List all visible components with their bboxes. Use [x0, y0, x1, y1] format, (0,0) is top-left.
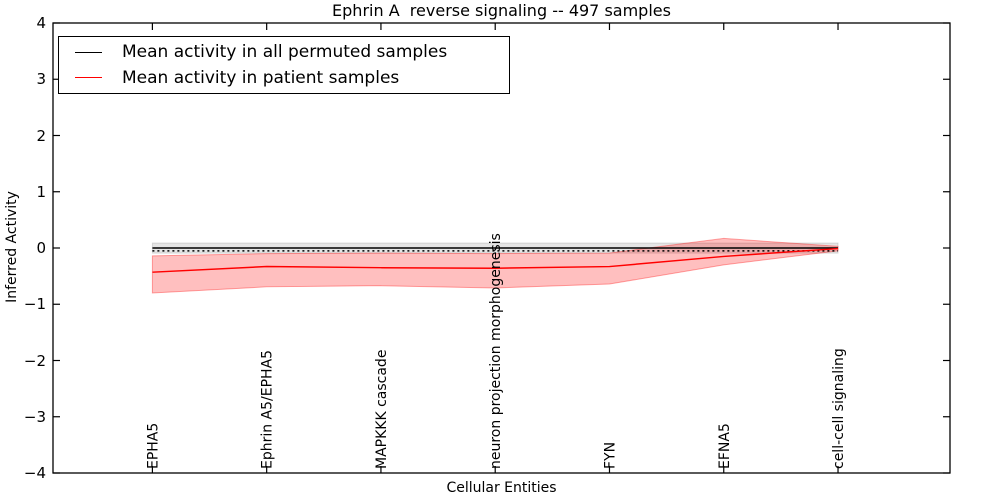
- legend-label-permuted: Mean activity in all permuted samples: [122, 42, 448, 63]
- x-tick-label: cell-cell signaling: [831, 348, 847, 469]
- patient-mean-line: [152, 247, 839, 273]
- y-tick-label: 3: [36, 70, 46, 89]
- y-tick-label: −1: [23, 295, 46, 314]
- x-tick-label: MAPKKK cascade: [374, 350, 390, 469]
- legend-line-patient: [75, 77, 102, 79]
- x-tick-label: EPHA5: [145, 423, 161, 469]
- y-tick-label: −2: [23, 351, 46, 370]
- y-tick-label: 1: [36, 182, 46, 201]
- y-tick-label: −4: [23, 464, 46, 482]
- x-axis-label: Cellular Entities: [446, 480, 557, 496]
- x-tick-label: FYN: [602, 442, 618, 469]
- y-tick-label: 4: [36, 14, 46, 32]
- x-tick-label: Ephrin A5/EPHA5: [260, 350, 276, 469]
- axis-ticks: [53, 22, 950, 474]
- legend-box: Mean activity in all permuted samples Me…: [58, 36, 510, 94]
- legend-entry-permuted: Mean activity in all permuted samples: [59, 40, 509, 64]
- legend-entry-patient: Mean activity in patient samples: [59, 66, 509, 90]
- x-tick-label: neuron projection morphogenesis: [488, 233, 504, 469]
- x-tick-label: EFNA5: [717, 423, 733, 469]
- chart-title: Ephrin A reverse signaling -- 497 sample…: [332, 1, 671, 20]
- y-tick-label: 0: [36, 239, 46, 257]
- y-tick-label: 2: [36, 126, 46, 145]
- legend-label-patient: Mean activity in patient samples: [122, 67, 400, 88]
- y-tick-label: −3: [23, 407, 46, 426]
- legend-line-permuted: [75, 51, 102, 53]
